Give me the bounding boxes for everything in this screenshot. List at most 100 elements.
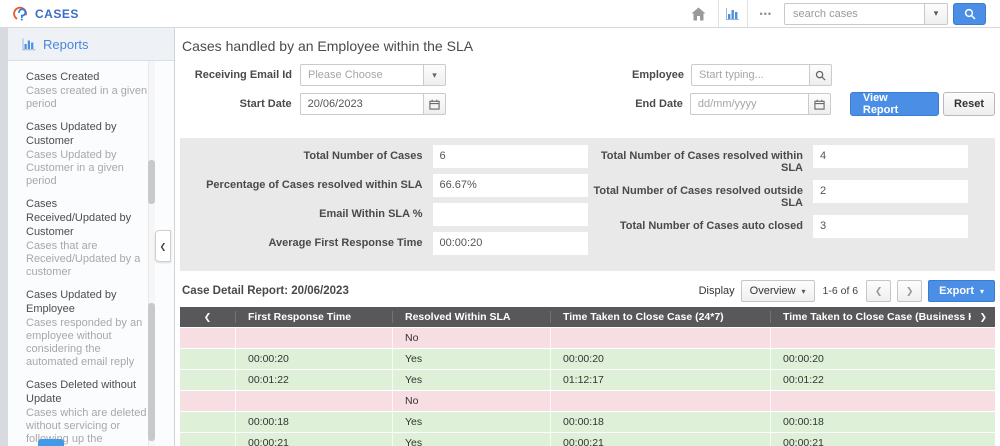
- sidebar-item-cases-deleted[interactable]: Cases Deleted without Update Cases which…: [26, 378, 150, 446]
- cell-resolved-within-sla: Yes: [392, 349, 550, 369]
- case-detail-table: ❮ First Response Time Resolved Within SL…: [180, 307, 995, 446]
- cell-first-response: 00:00:20: [235, 349, 392, 369]
- sidebar-scrollbar-track[interactable]: [148, 61, 155, 446]
- calendar-icon: [814, 99, 825, 110]
- receiving-email-dropdown-button[interactable]: ▾: [424, 64, 446, 86]
- export-label: Export: [939, 285, 974, 297]
- chevron-down-icon: ▾: [801, 286, 806, 296]
- bar-chart-icon: [726, 7, 740, 20]
- report-item-title: Cases Created: [26, 71, 100, 83]
- home-icon: [691, 7, 706, 20]
- cell-close-time-247: 00:00:21: [550, 433, 770, 446]
- report-item-desc: Cases created in a given period: [26, 85, 148, 110]
- end-date-label: End Date: [635, 98, 683, 110]
- cell-first-response: 00:00:18: [235, 412, 392, 432]
- start-date-calendar-button[interactable]: [423, 93, 446, 115]
- logo-swirl-icon: [13, 6, 27, 21]
- summary-left-column: Total Number of Cases 6 Percentage of Ca…: [180, 145, 588, 261]
- summary-value: 6: [432, 145, 588, 168]
- view-report-button[interactable]: View Report: [849, 92, 940, 116]
- next-page-button[interactable]: ❯: [897, 280, 923, 302]
- summary-label: Total Number of Cases: [303, 150, 423, 162]
- cell-first-response: [235, 328, 392, 348]
- summary-right-column: Total Number of Cases resolved within SL…: [588, 145, 996, 261]
- home-button[interactable]: [686, 0, 712, 27]
- app-logo[interactable]: CASES: [13, 6, 79, 22]
- cell-close-time-business: [770, 391, 995, 411]
- scroll-columns-right-button[interactable]: ❯: [971, 312, 995, 323]
- sidebar-item-cases-created[interactable]: Cases Created Cases created in a given p…: [26, 70, 150, 111]
- reset-button[interactable]: Reset: [943, 92, 996, 116]
- receiving-email-label: Receiving Email Id: [194, 69, 292, 81]
- detail-header-bar: Case Detail Report: 20/06/2023 Display O…: [180, 280, 995, 302]
- reports-tab-button[interactable]: [717, 0, 748, 27]
- sidebar-item-cases-received-updated[interactable]: Cases Received/Updated by Customer Cases…: [26, 197, 150, 279]
- search-icon: [964, 8, 976, 20]
- employee-input[interactable]: [691, 64, 810, 86]
- more-menu-button[interactable]: •••: [759, 8, 772, 19]
- cell-close-time-247: 01:12:17: [550, 370, 770, 390]
- topbar: CASES ••• ▾: [0, 0, 1000, 28]
- column-header: Time Taken to Close Case (24*7): [550, 311, 770, 323]
- sidebar-item-cases-updated-by-customer[interactable]: Cases Updated by Customer Cases Updated …: [26, 120, 150, 188]
- employee-search-button[interactable]: [810, 64, 832, 86]
- main-content: Cases handled by an Employee within the …: [175, 28, 1000, 446]
- summary-value: 4: [813, 145, 968, 168]
- previous-page-button[interactable]: ❮: [866, 280, 892, 302]
- pagination-range: 1-6 of 6: [822, 285, 859, 297]
- cell-resolved-within-sla: No: [392, 391, 550, 411]
- reports-icon: [22, 38, 36, 50]
- report-item-desc: Cases Updated by Customer in a given per…: [26, 149, 124, 187]
- chevron-down-icon: ▾: [979, 286, 984, 296]
- cell-close-time-business: [770, 328, 995, 348]
- logo-text: CASES: [35, 6, 79, 21]
- chevron-right-icon: ❯: [979, 311, 987, 322]
- table-row: 00:00:20 Yes 00:00:20 00:00:20: [180, 348, 995, 369]
- sidebar-item-cases-updated-by-employee[interactable]: Cases Updated by Employee Cases responde…: [26, 288, 150, 369]
- display-mode-dropdown[interactable]: Overview ▾: [740, 280, 815, 302]
- end-date-input[interactable]: [689, 93, 809, 115]
- sidebar-header: Reports: [0, 28, 174, 61]
- chevron-left-icon: ❮: [874, 285, 883, 296]
- chevron-right-icon: ❯: [905, 285, 914, 296]
- sidebar-scrollbar-thumb[interactable]: [148, 303, 155, 441]
- summary-value: 3: [813, 215, 968, 238]
- search-submit-button[interactable]: [953, 2, 986, 25]
- export-button[interactable]: Export ▾: [928, 280, 995, 302]
- report-item-desc: Cases that are Received/Updated by a cus…: [26, 240, 141, 278]
- summary-value: 66.67%: [432, 174, 588, 197]
- column-header: Time Taken to Close Case (Business Hours…: [770, 311, 995, 323]
- start-date-input[interactable]: [299, 93, 424, 115]
- end-date-calendar-button[interactable]: [808, 93, 831, 115]
- sidebar-edge-strip: [0, 28, 8, 446]
- start-date-label: Start Date: [239, 98, 292, 110]
- table-row: 00:00:18 Yes 00:00:18 00:00:18: [180, 411, 995, 432]
- sidebar-collapse-handle[interactable]: ❮: [155, 230, 171, 262]
- receiving-email-select[interactable]: [300, 64, 424, 86]
- report-item-title: Cases Updated by Employee: [26, 289, 117, 315]
- table-row: No: [180, 390, 995, 411]
- filter-row-2: Start Date End Date: [180, 92, 996, 116]
- cell-close-time-247: 00:00:18: [550, 412, 770, 432]
- table-header-row: ❮ First Response Time Resolved Within SL…: [180, 307, 995, 327]
- cell-close-time-247: 00:00:20: [550, 349, 770, 369]
- summary-label: Average First Response Time: [268, 237, 423, 249]
- search-scope-dropdown[interactable]: ▾: [924, 2, 948, 25]
- scroll-columns-left-button[interactable]: ❮: [180, 312, 235, 323]
- cell-resolved-within-sla: Yes: [392, 370, 550, 390]
- report-item-title: Cases Received/Updated by Customer: [26, 198, 132, 238]
- column-header: Resolved Within SLA: [392, 311, 550, 323]
- display-mode-value: Overview: [749, 285, 796, 297]
- detail-report-title: Case Detail Report: 20/06/2023: [182, 285, 349, 297]
- search-input[interactable]: [784, 2, 924, 25]
- summary-label: Total Number of Cases auto closed: [619, 220, 803, 232]
- summary-label: Email Within SLA %: [319, 208, 423, 220]
- cell-close-time-247: [550, 391, 770, 411]
- report-list: Cases Created Cases created in a given p…: [0, 61, 174, 446]
- column-header-label: Time Taken to Close Case (Business Hours…: [783, 311, 971, 323]
- chevron-down-icon: ▾: [933, 8, 939, 18]
- page-title: Cases handled by an Employee within the …: [182, 38, 474, 54]
- summary-panel: Total Number of Cases 6 Percentage of Ca…: [180, 138, 995, 271]
- sidebar-scrollbar-thumb[interactable]: [148, 160, 155, 204]
- report-item-title: Cases Deleted without Update: [26, 379, 137, 405]
